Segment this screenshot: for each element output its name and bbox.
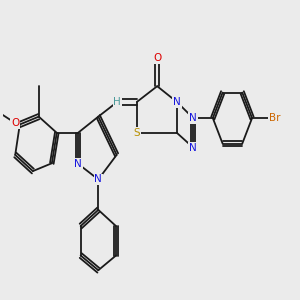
Text: Br: Br	[269, 113, 281, 123]
Text: N: N	[74, 159, 82, 169]
Text: N: N	[189, 113, 197, 123]
Text: N: N	[189, 113, 197, 123]
Text: N: N	[173, 97, 181, 107]
Text: N: N	[173, 97, 181, 107]
Text: O: O	[11, 118, 19, 128]
Text: O: O	[153, 53, 161, 63]
Text: N: N	[189, 142, 197, 152]
Text: O: O	[153, 53, 161, 63]
Text: S: S	[134, 128, 140, 138]
Text: H: H	[113, 97, 121, 107]
Text: N: N	[94, 174, 102, 184]
